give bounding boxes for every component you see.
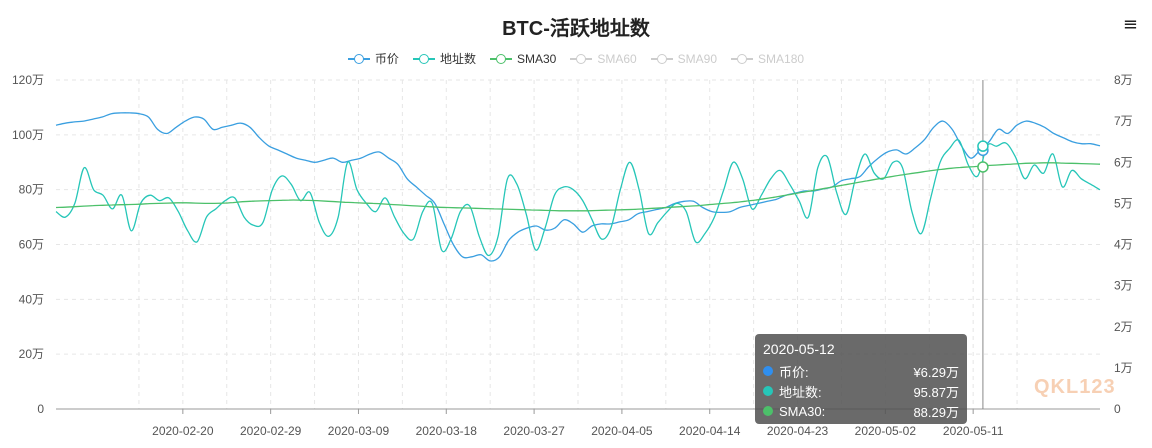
y-left-tick-label: 20万 [19, 347, 44, 361]
x-tick-label: 2020-04-05 [591, 424, 653, 438]
tooltip-dot [763, 386, 773, 396]
y-right-tick-label: 2万 [1114, 320, 1133, 334]
x-tick-label: 2020-02-29 [240, 424, 302, 438]
y-left-tick-label: 80万 [19, 183, 44, 197]
tooltip-value: 95.87万 [913, 384, 959, 400]
tooltip-row: 币价: ¥6.29万 [763, 361, 959, 381]
tooltip-row: 地址数: 95.87万 [763, 381, 959, 401]
chart-title: BTC-活跃地址数 [502, 18, 650, 40]
y-right-tick-label: 4万 [1114, 238, 1133, 252]
highlight-point [977, 140, 989, 152]
y-right-tick-label: 0 [1114, 402, 1121, 416]
x-tick-label: 2020-03-27 [503, 424, 565, 438]
x-tick-label: 2020-05-11 [943, 424, 1004, 438]
y-right-tick-label: 8万 [1114, 73, 1133, 87]
legend-item[interactable]: SMA180 [731, 50, 804, 67]
legend-line-circle-icon [347, 53, 370, 65]
tooltip-dot [763, 366, 773, 376]
y-left-tick-label: 0 [37, 402, 44, 416]
x-tick-label: 2020-02-20 [152, 424, 214, 438]
y-left-tick-label: 60万 [19, 238, 44, 252]
price-series-line [55, 112, 1101, 262]
menu-icon[interactable]: ≡ [1122, 14, 1138, 35]
highlight-point [977, 161, 989, 173]
legend-item[interactable]: SMA30 [489, 50, 557, 67]
legend-line-circle-icon [570, 53, 593, 65]
x-tick-label: 2020-03-09 [328, 424, 390, 438]
tooltip-value: ¥6.29万 [913, 364, 959, 380]
y-left-tick-label: 120万 [12, 73, 44, 87]
legend-item[interactable]: 地址数 [412, 50, 476, 67]
tooltip-row: SMA30: 88.29万 [763, 401, 959, 421]
address-count-series-line [55, 139, 1101, 257]
x-tick-label: 2020-03-18 [416, 424, 478, 438]
y-right-tick-label: 6万 [1114, 155, 1133, 169]
tooltip-label: 地址数: [779, 384, 822, 400]
y-right-tick-label: 7万 [1114, 114, 1133, 128]
legend-line-circle-icon [489, 53, 512, 65]
legend-label: 币价 [374, 52, 399, 66]
legend-label: SMA30 [516, 51, 557, 66]
legend-line-circle-icon [731, 53, 754, 65]
legend-item[interactable]: SMA90 [650, 50, 718, 67]
legend-label: SMA90 [677, 51, 718, 66]
legend: 币价 地址数 SMA30 SMA60 SMA90 SMA180 [0, 50, 1152, 67]
x-tick-label: 2020-04-23 [767, 424, 829, 438]
legend-item[interactable]: 币价 [347, 50, 399, 67]
tooltip-label: 币价: [779, 364, 809, 380]
y-left-tick-label: 100万 [12, 128, 44, 142]
tooltip-label: SMA30: [779, 403, 826, 419]
legend-label: 地址数 [439, 52, 476, 66]
y-right-tick-label: 3万 [1114, 279, 1133, 293]
legend-line-circle-icon [412, 53, 435, 65]
sma30-series-line [55, 162, 1101, 212]
y-right-tick-label: 5万 [1114, 196, 1133, 210]
tooltip-date: 2020-05-12 [763, 341, 835, 357]
legend-line-circle-icon [650, 53, 673, 65]
y-right-tick-label: 1万 [1114, 361, 1133, 375]
legend-label: SMA60 [597, 51, 637, 66]
x-tick-label: 2020-04-14 [679, 424, 741, 438]
y-left-tick-label: 40万 [19, 292, 44, 306]
watermark-logo: QKL123 [1034, 376, 1116, 398]
tooltip: 2020-05-12 币价: ¥6.29万 地址数: 95.87万 SMA30:… [755, 334, 967, 424]
x-tick-label: 2020-05-02 [855, 424, 917, 438]
tooltip-dot [763, 406, 773, 416]
tooltip-value: 88.29万 [913, 404, 959, 420]
legend-label: SMA180 [758, 51, 805, 66]
legend-item[interactable]: SMA60 [570, 50, 637, 67]
